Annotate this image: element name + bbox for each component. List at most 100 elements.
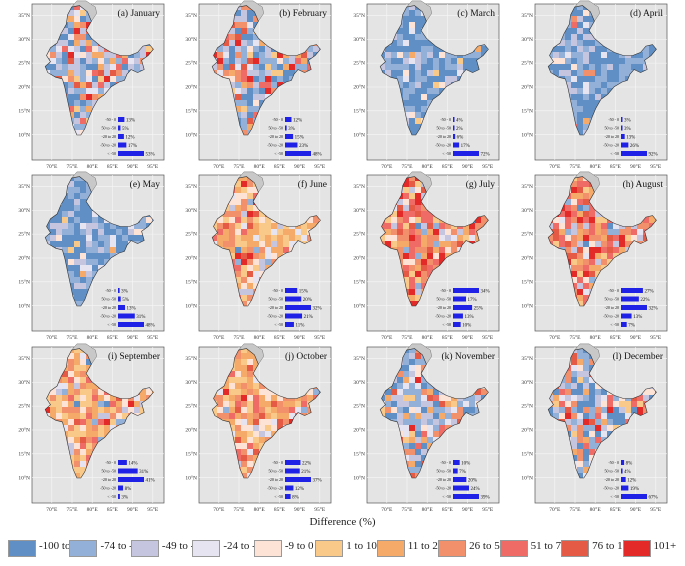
map-cell	[589, 241, 596, 248]
map-cell	[421, 265, 428, 272]
map-cell	[613, 235, 620, 242]
map-cell	[253, 112, 260, 119]
map-cell	[415, 295, 422, 302]
map-cell	[421, 241, 428, 248]
map-cell	[80, 64, 87, 71]
map-cell	[86, 187, 93, 194]
map-cell	[253, 211, 260, 218]
map-cell	[271, 223, 278, 230]
map-cell	[134, 223, 141, 230]
lat-tick-label: 25°N	[18, 231, 30, 238]
map-cell	[217, 241, 224, 248]
map-cell	[253, 277, 260, 284]
map-cell	[403, 265, 410, 272]
map-cell	[247, 181, 254, 188]
map-cell	[403, 211, 410, 218]
map-cell	[643, 64, 650, 71]
map-cell	[463, 229, 470, 236]
map-cell	[439, 253, 446, 260]
map-cell	[259, 211, 266, 218]
map-cell	[439, 82, 446, 89]
map-cell	[110, 235, 117, 242]
map-cell	[80, 211, 87, 218]
map-cell	[655, 217, 657, 224]
map-cell	[253, 223, 260, 230]
lat-tick-label: 20°N	[18, 84, 30, 91]
map-cell	[565, 199, 572, 206]
map-cell	[415, 277, 422, 284]
map-cell	[247, 199, 254, 206]
map-cell	[247, 94, 254, 101]
map-cell	[241, 40, 248, 47]
map-cell	[571, 223, 578, 230]
bar-category-label: -20 to 20	[605, 134, 619, 139]
map-cell	[259, 241, 266, 248]
map-cell	[589, 64, 596, 71]
map-cell	[247, 34, 254, 41]
map-cell	[415, 259, 422, 266]
map-cell	[583, 82, 590, 89]
map-cell	[74, 52, 81, 59]
map-cell	[307, 52, 314, 59]
map-cell	[110, 64, 117, 71]
india-outline	[379, 5, 489, 136]
map-cell	[247, 187, 254, 194]
map-cell	[625, 64, 632, 71]
map-cell	[409, 211, 416, 218]
map-cell	[259, 82, 266, 89]
map-cell	[247, 217, 254, 224]
map-cell	[583, 223, 590, 230]
map-cell	[403, 235, 410, 242]
map-cell	[80, 58, 87, 65]
map-cell	[571, 106, 578, 113]
map-cell	[565, 223, 572, 230]
map-cell	[403, 241, 410, 248]
bar-value-label: 15%	[295, 136, 304, 141]
map-cell	[559, 223, 566, 230]
map-cell	[409, 229, 416, 236]
map-cell	[241, 52, 248, 59]
map-cell	[415, 205, 422, 212]
map-cell	[277, 64, 284, 71]
map-cell	[265, 52, 272, 59]
map-cell	[559, 64, 566, 71]
map-cell	[241, 187, 248, 194]
map-cell	[589, 34, 596, 41]
map-cell	[607, 64, 614, 71]
map-cell	[475, 52, 482, 59]
map-cell	[307, 235, 314, 242]
map-cell	[307, 223, 314, 230]
lon-tick-label: 70°E	[549, 334, 561, 341]
map-cell	[637, 235, 644, 242]
map-cell	[247, 283, 254, 290]
map-cell	[50, 58, 57, 65]
map-cell	[409, 301, 416, 306]
lon-tick-label: 70°E	[213, 163, 225, 170]
map-cell	[247, 28, 254, 35]
map-cell	[631, 64, 638, 71]
lon-tick-label: 70°E	[381, 163, 393, 170]
map-cell	[235, 283, 242, 290]
map-cell	[595, 40, 602, 47]
map-cell	[403, 277, 410, 284]
map-cell	[253, 247, 260, 254]
map-cell	[259, 58, 266, 65]
map-cell	[271, 241, 278, 248]
map-cell	[235, 277, 242, 284]
map-cell	[217, 229, 224, 236]
lat-tick-label: 25°N	[18, 60, 30, 67]
map-cell	[415, 106, 422, 113]
map-cell	[409, 52, 416, 59]
bar	[621, 305, 647, 310]
map-cell	[247, 118, 254, 125]
map-cell	[247, 235, 254, 242]
map-cell	[80, 34, 87, 41]
map-cell	[571, 28, 578, 35]
map-cell	[283, 241, 290, 248]
map-cell	[80, 187, 87, 194]
map-cell	[68, 247, 75, 254]
map-cell	[595, 217, 602, 224]
map-cell	[235, 199, 242, 206]
map-cell	[577, 176, 584, 182]
